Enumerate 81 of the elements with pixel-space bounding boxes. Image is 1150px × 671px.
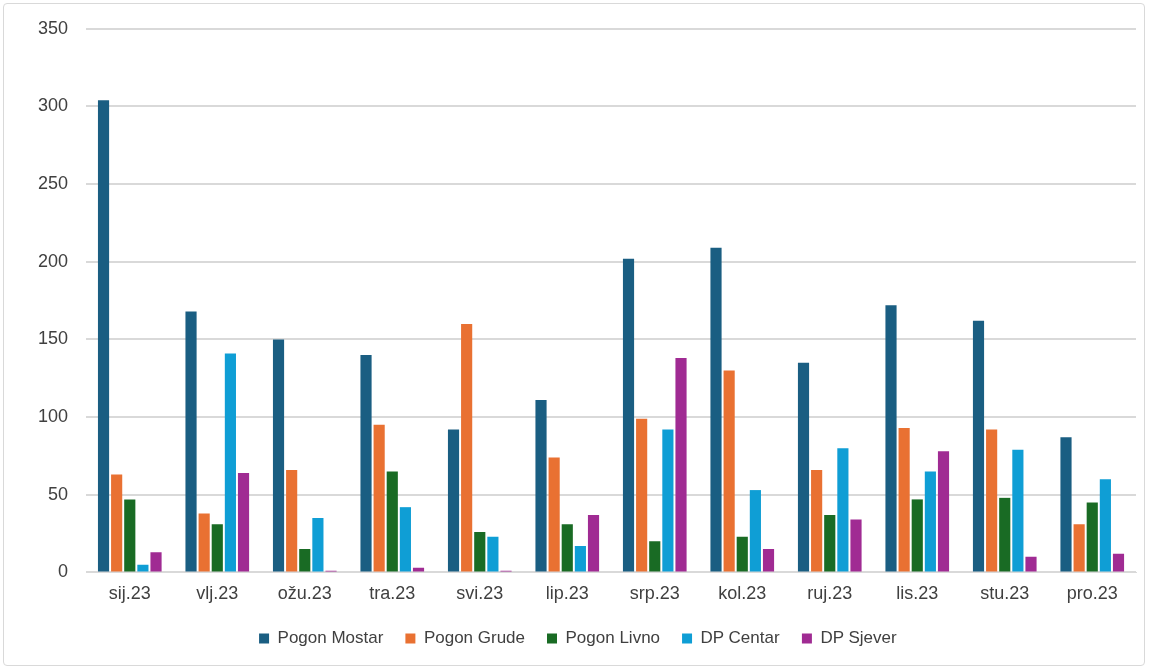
bar (211, 524, 223, 572)
x-tick-label: vlj.23 (196, 583, 239, 604)
bar (272, 339, 285, 572)
bar (972, 320, 985, 572)
bar (649, 541, 661, 572)
bar (574, 546, 586, 572)
bar (461, 323, 473, 572)
x-tick-label: srp.23 (629, 583, 680, 604)
bar (548, 457, 560, 572)
bar (198, 513, 210, 572)
y-tick-label: 250 (37, 173, 69, 194)
y-tick-label: 200 (37, 250, 69, 271)
bar (1073, 524, 1085, 572)
bar (1060, 437, 1072, 572)
bar (622, 258, 635, 572)
bar (587, 514, 600, 572)
bar (1112, 553, 1125, 572)
bar (150, 552, 162, 572)
y-tick-label: 350 (37, 17, 69, 38)
bar (762, 549, 775, 572)
bar (299, 549, 311, 572)
bar (97, 100, 110, 572)
bar (1099, 479, 1111, 572)
legend-label: Pogon Grude (423, 628, 526, 648)
bar (736, 536, 748, 572)
bar (124, 499, 136, 572)
bar (185, 311, 197, 572)
bar (999, 497, 1011, 572)
bar (286, 469, 298, 572)
bar (898, 427, 910, 572)
bar (487, 536, 499, 572)
bar (474, 532, 486, 572)
bar (1086, 502, 1098, 572)
bar (224, 353, 236, 572)
bar (837, 448, 849, 572)
bar (885, 305, 897, 572)
bar (1012, 449, 1024, 572)
bar (710, 247, 722, 572)
bar (399, 507, 411, 572)
x-tick-label: tra.23 (369, 583, 416, 604)
bar (447, 429, 460, 572)
legend-label: DP Centar (700, 628, 780, 648)
bar (911, 499, 923, 572)
bar (749, 490, 761, 572)
bar (237, 473, 250, 572)
bar (360, 354, 372, 572)
bar (535, 400, 547, 572)
x-tick-label: ožu.23 (277, 583, 332, 604)
bar (797, 362, 810, 572)
x-tick-label: lis.23 (896, 583, 939, 604)
x-tick-label: lip.23 (545, 583, 589, 604)
x-tick-label: sij.23 (108, 583, 151, 604)
bar (811, 469, 823, 572)
y-tick-label: 100 (37, 406, 69, 427)
bar (386, 471, 398, 572)
bar (636, 418, 648, 572)
y-tick-label: 50 (48, 483, 69, 504)
bar (662, 429, 674, 572)
bar (824, 514, 836, 572)
x-tick-label: pro.23 (1066, 583, 1118, 604)
x-tick-label: stu.23 (980, 583, 1030, 604)
x-tick-label: kol.23 (718, 583, 767, 604)
bar (373, 424, 385, 572)
bar (937, 451, 950, 572)
y-tick-label: 150 (37, 328, 69, 349)
bar (1025, 556, 1037, 572)
bar (924, 471, 936, 572)
bar (312, 518, 324, 572)
y-tick-label: 300 (37, 95, 69, 116)
bar (723, 370, 735, 572)
bar (675, 358, 687, 572)
x-tick-label: ruj.23 (807, 583, 853, 604)
bar (561, 524, 573, 572)
legend-label: Pogon Mostar (277, 628, 384, 648)
y-tick-label: 0 (58, 561, 69, 582)
bar (111, 474, 123, 572)
bar (850, 519, 862, 572)
bar (986, 429, 998, 572)
legend-label: Pogon Livno (565, 628, 661, 648)
x-tick-label: svi.23 (456, 583, 504, 604)
legend-label: DP Sjever (820, 628, 897, 648)
